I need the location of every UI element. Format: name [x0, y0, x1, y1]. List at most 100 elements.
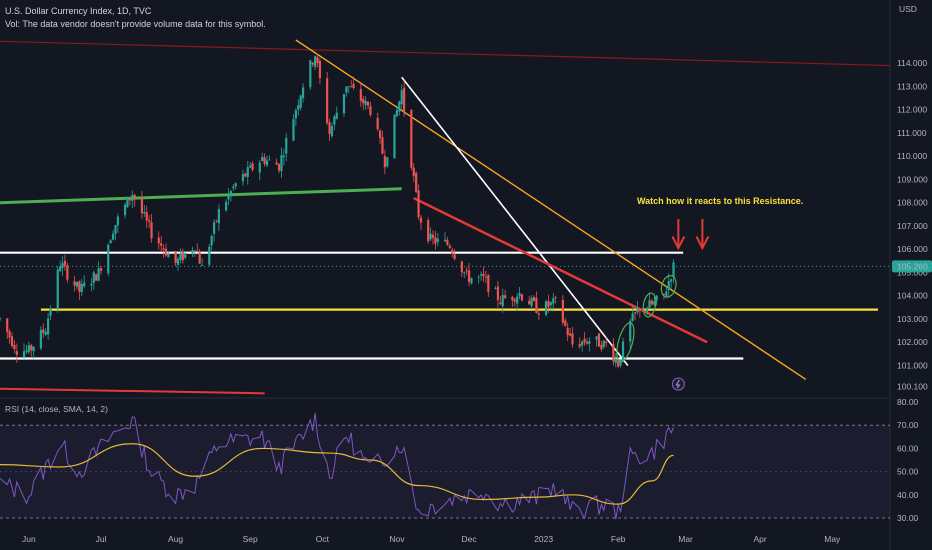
candle-body [92, 272, 95, 283]
candle [249, 161, 252, 169]
candle-body [588, 341, 591, 344]
candle [645, 306, 649, 316]
candle [378, 128, 382, 144]
candle-body [494, 288, 497, 290]
candle [670, 278, 673, 290]
candle-body [160, 243, 163, 246]
candle [56, 266, 59, 313]
candle [369, 101, 372, 117]
candle-body [285, 137, 288, 154]
candle [535, 291, 538, 314]
candle-body [157, 237, 160, 244]
candle-body [419, 217, 423, 223]
candle [97, 261, 100, 282]
candle [164, 243, 168, 257]
rsi-tick-label: 70.00 [897, 420, 919, 430]
time-tick-label: May [824, 534, 841, 544]
candle [73, 275, 76, 292]
volume-note: Vol: The data vendor doesn't provide vol… [5, 19, 266, 29]
candle [400, 84, 403, 110]
candle [133, 193, 136, 207]
candle-body [376, 117, 379, 130]
candle-body [359, 89, 362, 101]
candle-body [95, 274, 98, 281]
candle-body [434, 237, 437, 244]
candle-body [667, 281, 670, 291]
rsi-tick-label: 40.00 [897, 490, 919, 500]
candle [111, 230, 115, 241]
candle-body [111, 233, 115, 240]
candle-body [383, 155, 386, 168]
candle-body [549, 302, 552, 306]
candle [92, 270, 95, 290]
candle-body [227, 194, 230, 200]
candle [376, 112, 379, 132]
candle-body [547, 301, 550, 307]
candle-body [528, 300, 531, 305]
candle-body [431, 234, 435, 238]
candle [301, 83, 305, 103]
candle-body [499, 302, 502, 305]
price-tick-label: 101.000 [897, 360, 928, 370]
candle [95, 273, 98, 281]
candle-body [619, 359, 622, 366]
candle [225, 199, 228, 212]
candle [345, 86, 348, 97]
candle-body [184, 252, 187, 259]
candle [571, 326, 574, 348]
candle [212, 219, 216, 242]
candle [381, 130, 384, 155]
candle [8, 328, 11, 344]
candle [297, 99, 300, 116]
candle-body [595, 336, 598, 340]
rsi-tick-label: 30.00 [897, 513, 919, 523]
candle [263, 153, 266, 167]
current-price-tag: 105.260 [892, 260, 932, 273]
chart-title: U.S. Dollar Currency Index, 1D, TVC [5, 6, 152, 16]
candle [636, 301, 639, 316]
candle-body [232, 186, 235, 189]
candle [619, 359, 622, 368]
candle-body [460, 261, 463, 273]
candle-body [412, 167, 415, 176]
candle [561, 295, 564, 326]
candle-body [0, 318, 2, 320]
candle [614, 353, 617, 368]
price-tick-label: 105.000 [897, 267, 928, 277]
candle [114, 224, 117, 240]
candle-body [30, 345, 33, 351]
candle [412, 162, 415, 183]
candle [530, 294, 533, 310]
candle [467, 263, 471, 287]
candle [179, 248, 182, 264]
candle-body [518, 293, 521, 297]
annotation-marks [616, 219, 710, 391]
time-axis[interactable]: Jun Jul Aug Sep Oct Nov Dec 2023 Feb Mar Apr May [22, 534, 841, 544]
candle [460, 260, 463, 277]
lightning-icon[interactable] [671, 377, 685, 391]
candle-body [292, 119, 295, 141]
candle [333, 114, 336, 131]
candle-body [15, 351, 18, 355]
candle-body [99, 268, 103, 271]
candle-body [212, 222, 216, 234]
arrow-head [671, 235, 686, 251]
candle-body [451, 249, 454, 254]
candle-body [326, 78, 329, 123]
candle-body [208, 246, 211, 265]
candle-body [131, 194, 134, 201]
candle-body [261, 157, 264, 161]
candle-body [650, 300, 653, 305]
candle [581, 340, 584, 352]
price-axis[interactable]: 114.000 113.000 112.000 111.000 110.000 109.0… [897, 58, 928, 523]
candle-body [564, 320, 567, 326]
candle [326, 71, 329, 126]
candle-body [176, 258, 180, 265]
candle-body [511, 296, 514, 301]
candle [528, 296, 531, 305]
candle-body [275, 162, 278, 165]
candle-body [333, 116, 336, 125]
trendlines [0, 39, 807, 380]
candle [145, 205, 148, 228]
